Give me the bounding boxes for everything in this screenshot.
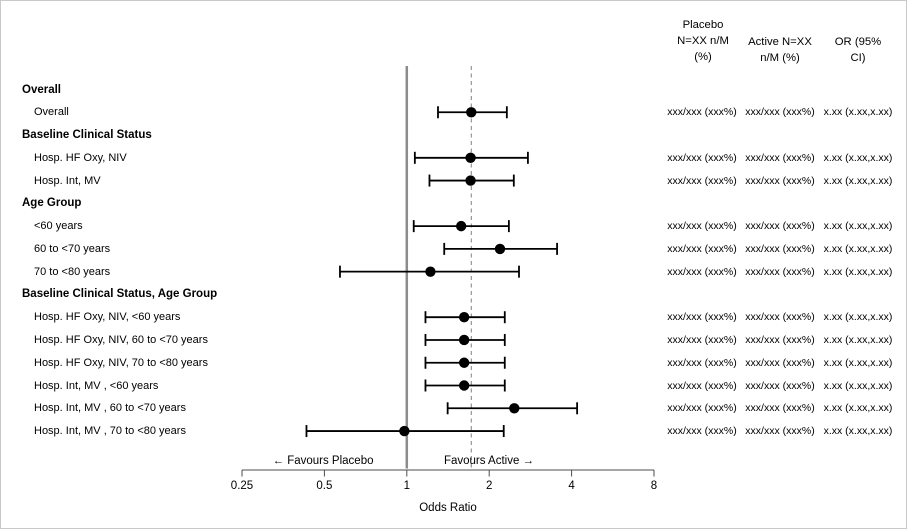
x-axis-tick-label: 8 xyxy=(650,480,658,492)
or-ci-cell: x.xx (x.xx,x.xx) xyxy=(823,151,893,164)
or-ci-cell: x.xx (x.xx,x.xx) xyxy=(823,174,893,187)
row-label: <60 years xyxy=(34,220,83,233)
row-label: Hosp. HF Oxy, NIV xyxy=(34,151,127,164)
row-label: 70 to <80 years xyxy=(34,265,111,278)
or-ci-cell: x.xx (x.xx,x.xx) xyxy=(823,379,893,392)
or-ci-cell: x.xx (x.xx,x.xx) xyxy=(823,425,893,438)
placebo-count-cell: xxx/xxx (xxx%) xyxy=(667,220,737,233)
row-label: Hosp. Int, MV xyxy=(34,174,101,187)
placebo-count-cell: xxx/xxx (xxx%) xyxy=(667,174,737,187)
favours-active-label: Favours Active → xyxy=(443,455,535,467)
x-axis xyxy=(241,469,655,477)
row-label: Hosp. HF Oxy, NIV, 60 to <70 years xyxy=(34,333,208,346)
active-count-cell: xxx/xxx (xxx%) xyxy=(745,356,815,369)
forest-row-estimate xyxy=(413,151,529,164)
forest-row-estimate xyxy=(412,220,510,233)
active-count-cell: xxx/xxx (xxx%) xyxy=(745,106,815,119)
placebo-count-cell: xxx/xxx (xxx%) xyxy=(667,106,737,119)
placebo-count-cell: xxx/xxx (xxx%) xyxy=(667,425,737,438)
point-estimate-marker xyxy=(399,425,410,437)
forest-row-estimate xyxy=(424,379,506,392)
active-count-cell: xxx/xxx (xxx%) xyxy=(745,151,815,164)
x-axis-tick-label: 0.5 xyxy=(316,480,333,492)
x-axis-tick-label: 2 xyxy=(485,480,493,492)
forest-row-estimate xyxy=(424,311,506,324)
active-count-cell: xxx/xxx (xxx%) xyxy=(745,425,815,438)
active-count-cell: xxx/xxx (xxx%) xyxy=(745,311,815,324)
point-estimate-marker xyxy=(509,403,520,414)
or-ci-cell: x.xx (x.xx,x.xx) xyxy=(823,265,893,278)
row-group-header: Baseline Clinical Status, Age Group xyxy=(22,288,218,301)
point-estimate-marker xyxy=(455,220,467,232)
placebo-count-cell: xxx/xxx (xxx%) xyxy=(667,311,737,324)
or-ci-cell: x.xx (x.xx,x.xx) xyxy=(823,402,893,415)
row-label: Hosp. Int, MV , 60 to <70 years xyxy=(34,402,186,415)
or-ci-cell: x.xx (x.xx,x.xx) xyxy=(823,356,893,369)
placebo-count-cell: xxx/xxx (xxx%) xyxy=(667,265,737,278)
point-estimate-marker xyxy=(458,312,470,323)
placebo-count-cell: xxx/xxx (xxx%) xyxy=(667,151,737,164)
active-count-cell: xxx/xxx (xxx%) xyxy=(745,220,815,233)
forest-row-estimate xyxy=(428,174,515,187)
row-label: Overall xyxy=(34,106,69,119)
column-header-active: Active N=XX n/M (%) xyxy=(748,36,812,64)
active-count-cell: xxx/xxx (xxx%) xyxy=(745,333,815,346)
forest-row-estimate xyxy=(437,106,508,119)
x-axis-tick-label: 4 xyxy=(568,480,575,492)
or-ci-cell: x.xx (x.xx,x.xx) xyxy=(823,242,893,255)
point-estimate-marker xyxy=(465,175,476,186)
row-label: 60 to <70 years xyxy=(34,242,111,255)
point-estimate-marker xyxy=(458,380,470,391)
forest-row-estimate xyxy=(443,242,558,255)
point-estimate-marker xyxy=(466,107,477,118)
row-group-header: Age Group xyxy=(22,197,82,210)
row-label: Hosp. HF Oxy, NIV, <60 years xyxy=(34,311,181,324)
active-count-cell: xxx/xxx (xxx%) xyxy=(745,174,815,187)
point-estimate-marker xyxy=(458,334,470,346)
favours-placebo-label: ← Favours Placebo xyxy=(272,455,374,467)
reference-lines xyxy=(405,66,472,469)
active-count-cell: xxx/xxx (xxx%) xyxy=(745,402,815,415)
x-axis-title: Odds Ratio xyxy=(419,502,477,514)
point-estimate-marker xyxy=(494,243,506,255)
point-estimate-marker xyxy=(458,357,470,368)
forest-row-estimate xyxy=(305,425,505,438)
placebo-count-cell: xxx/xxx (xxx%) xyxy=(667,242,737,255)
row-label: Hosp. Int, MV , 70 to <80 years xyxy=(34,425,186,438)
forest-row-estimate xyxy=(339,265,520,278)
or-ci-cell: x.xx (x.xx,x.xx) xyxy=(823,106,893,119)
x-axis-tick-label: 0.25 xyxy=(230,480,254,492)
row-label: Hosp. HF Oxy, NIV, 70 to <80 years xyxy=(34,356,208,369)
placebo-count-cell: xxx/xxx (xxx%) xyxy=(667,333,737,346)
x-axis-tick-label: 1 xyxy=(403,480,410,492)
forest-row-estimate xyxy=(446,402,579,415)
point-estimate-marker xyxy=(465,152,476,164)
forest-row-estimate xyxy=(424,356,506,369)
or-ci-cell: x.xx (x.xx,x.xx) xyxy=(823,311,893,324)
row-label: Hosp. Int, MV , <60 years xyxy=(34,379,159,392)
error-bars xyxy=(305,106,579,438)
placebo-count-cell: xxx/xxx (xxx%) xyxy=(667,356,737,369)
or-ci-cell: x.xx (x.xx,x.xx) xyxy=(823,333,893,346)
column-header-placebo: Placebo N=XX n/M (%) xyxy=(677,19,729,63)
column-header-or: OR (95% CI) xyxy=(834,36,882,64)
forest-row-estimate xyxy=(424,333,506,346)
or-ci-cell: x.xx (x.xx,x.xx) xyxy=(823,220,893,233)
active-count-cell: xxx/xxx (xxx%) xyxy=(745,242,815,255)
row-group-header: Baseline Clinical Status xyxy=(22,129,152,142)
active-count-cell: xxx/xxx (xxx%) xyxy=(745,265,815,278)
point-estimate-marker xyxy=(425,266,436,277)
active-count-cell: xxx/xxx (xxx%) xyxy=(745,379,815,392)
row-group-header: Overall xyxy=(22,83,61,96)
placebo-count-cell: xxx/xxx (xxx%) xyxy=(667,379,737,392)
placebo-count-cell: xxx/xxx (xxx%) xyxy=(667,402,737,415)
